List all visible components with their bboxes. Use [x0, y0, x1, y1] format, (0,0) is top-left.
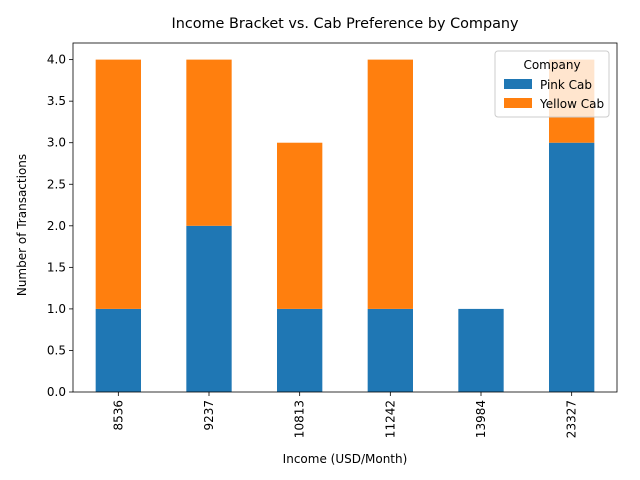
y-tick-label: 3.5: [47, 94, 66, 108]
x-tick-label: 13984: [474, 400, 488, 438]
x-tick-label: 23327: [565, 400, 579, 438]
bar-pink-cab-9237: [186, 225, 232, 392]
bar-yellow-cab-11242: [367, 59, 413, 309]
legend-label-yellow-cab: Yellow Cab: [539, 97, 604, 111]
legend-label-pink-cab: Pink Cab: [540, 78, 592, 92]
y-tick-label: 3.0: [47, 136, 66, 150]
bar-pink-cab-10813: [277, 308, 323, 392]
legend-swatch-pink-cab: [504, 79, 532, 89]
plot-frame: [72, 42, 618, 393]
bar-pink-cab-8536: [95, 308, 141, 392]
y-tick-label: 2.5: [47, 177, 66, 191]
bar-pink-cab-13984: [458, 308, 504, 392]
y-tick-label: 0.0: [47, 385, 66, 399]
chart-title: Income Bracket vs. Cab Preference by Com…: [171, 16, 519, 32]
legend-title: Company: [523, 58, 580, 72]
y-axis-label: Number of Transactions: [15, 154, 29, 296]
x-tick-label: 10813: [293, 400, 307, 438]
bar-pink-cab-23327: [549, 142, 595, 392]
x-axis-label: Income (USD/Month): [283, 452, 408, 466]
y-tick-label: 4.0: [47, 53, 66, 67]
legend: Company Pink Cab Yellow Cab: [494, 50, 610, 118]
y-tick-label: 2.0: [47, 219, 66, 233]
y-axis-ticks: 0.0 0.5 1.0 1.5 2.0 2.5 3.0 3.5 4.0: [47, 53, 73, 399]
axes-frame: [72, 42, 618, 393]
y-tick-label: 1.5: [47, 260, 66, 274]
x-tick-label: 8536: [111, 400, 125, 431]
bar-yellow-cab-8536: [95, 59, 141, 309]
x-axis-ticks: 8536 9237 10813 11242 13984 23327: [111, 392, 579, 438]
x-tick-label: 11242: [383, 400, 397, 438]
bar-yellow-cab-10813: [277, 142, 323, 309]
bars-group: [95, 59, 595, 392]
y-tick-label: 1.0: [47, 302, 66, 316]
x-tick-label: 9237: [202, 400, 216, 431]
y-tick-label: 0.5: [47, 343, 66, 357]
bar-pink-cab-11242: [367, 308, 413, 392]
bar-yellow-cab-9237: [186, 59, 232, 226]
legend-swatch-yellow-cab: [504, 98, 532, 108]
